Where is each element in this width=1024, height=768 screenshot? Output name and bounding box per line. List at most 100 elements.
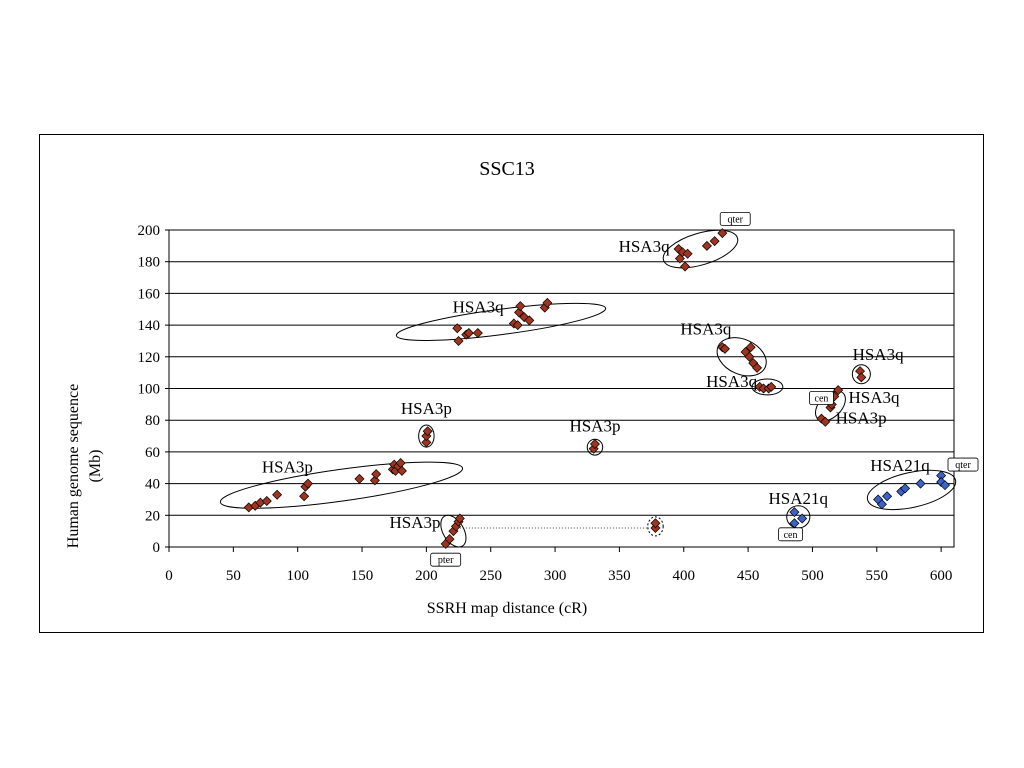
chart-frame: SSC13 SSRH map distance (cR) Human genom… — [39, 134, 984, 633]
data-point — [371, 469, 382, 480]
cluster-label: HSA3q — [619, 237, 671, 256]
y-tick-label: 100 — [138, 382, 161, 398]
scatter-chart: SSC13 SSRH map distance (cR) Human genom… — [65, 158, 979, 617]
data-point — [717, 228, 728, 239]
data-point — [650, 518, 661, 529]
data-point — [463, 328, 474, 339]
chart-title: SSC13 — [479, 158, 535, 180]
data-point — [354, 473, 365, 484]
data-point — [882, 491, 893, 502]
data-point — [261, 496, 272, 507]
cluster-label: HSA21q — [769, 489, 829, 508]
y-tick-label: 80 — [145, 413, 160, 429]
data-point — [719, 343, 730, 354]
data-points — [243, 228, 950, 549]
cluster-label: HSA3q — [680, 320, 732, 339]
tag-label: qter — [955, 460, 971, 471]
cluster-ellipse — [866, 469, 957, 511]
y-axis-label-line-1: Human genome sequence — [65, 384, 82, 548]
cluster-labels: HSA3pHSA3pHSA3pHSA3qHSA3pHSA3qHSA3qHSA3q… — [262, 237, 930, 532]
cluster-label: HSA3p — [569, 416, 620, 435]
cluster-ellipse — [662, 229, 739, 269]
data-point — [422, 426, 433, 437]
cluster-ellipse — [647, 516, 664, 537]
y-tick-label: 20 — [145, 508, 160, 524]
data-point — [452, 323, 463, 334]
cluster-label: HSA3p — [390, 513, 441, 532]
cluster-label: HSA3p — [401, 399, 452, 418]
data-point — [856, 372, 867, 383]
cluster-ellipse — [786, 505, 811, 529]
x-tick-label: 500 — [801, 568, 824, 584]
data-point — [876, 499, 887, 510]
cluster-label: HSA3p — [836, 408, 887, 427]
tag-label: cen — [784, 530, 798, 541]
data-point — [900, 483, 911, 494]
data-point — [589, 438, 600, 449]
data-point — [682, 248, 693, 259]
cluster-label: HSA3q — [453, 297, 505, 316]
data-point — [833, 385, 844, 396]
data-point — [752, 362, 763, 373]
data-point — [369, 475, 380, 486]
data-point — [472, 328, 483, 339]
x-tick-label: 250 — [479, 568, 502, 584]
tag-label: qter — [727, 214, 743, 225]
y-axis-ticks: 0 20 40 60 80 100 120 140 160 180 200 — [138, 223, 169, 556]
data-point — [745, 342, 756, 353]
y-axis-label-line-2: (Mb) — [87, 450, 104, 483]
x-tick-label: 550 — [866, 568, 889, 584]
data-point — [701, 240, 712, 251]
data-point — [766, 381, 777, 392]
data-point — [272, 489, 283, 500]
x-tick-label: 350 — [608, 568, 631, 584]
cluster-ellipse — [751, 378, 784, 396]
cluster-label: HSA3q — [848, 388, 900, 407]
data-point — [453, 335, 464, 346]
x-tick-label: 300 — [544, 568, 567, 584]
data-point — [454, 513, 465, 524]
data-point — [709, 236, 720, 247]
data-point — [524, 315, 535, 326]
data-point — [789, 518, 800, 529]
cluster-label: HSA3q — [853, 345, 905, 364]
cluster-label: HSA3q — [706, 372, 758, 391]
data-point — [680, 261, 691, 272]
cluster-ellipse — [440, 514, 467, 548]
y-tick-label: 180 — [138, 255, 161, 271]
x-tick-label: 600 — [930, 568, 953, 584]
cluster-label: HSA21q — [870, 456, 930, 475]
x-tick-label: 200 — [415, 568, 438, 584]
data-point — [421, 437, 432, 448]
cluster-ellipse — [395, 302, 607, 341]
data-point — [939, 480, 950, 491]
tag-box — [719, 212, 751, 226]
x-tick-label: 100 — [286, 568, 309, 584]
data-point — [444, 534, 455, 545]
x-tick-label: 450 — [737, 568, 760, 584]
data-point — [302, 478, 313, 489]
data-point — [515, 301, 526, 312]
data-point — [744, 351, 755, 362]
x-axis-label: SSRH map distance (cR) — [427, 600, 587, 617]
end-tags: qter pter cen cen qter — [430, 212, 979, 567]
data-point — [789, 507, 800, 518]
y-axis-label: Human genome sequence (Mb) — [65, 384, 104, 548]
y-tick-label: 160 — [138, 286, 161, 302]
data-point — [512, 320, 523, 331]
x-tick-label: 400 — [673, 568, 696, 584]
cluster-ellipse — [219, 461, 464, 509]
data-point — [396, 465, 407, 476]
data-point — [797, 513, 808, 524]
data-point — [542, 297, 553, 308]
tag-label: pter — [438, 555, 454, 566]
y-tick-label: 140 — [138, 318, 161, 334]
cluster-ellipse — [851, 364, 871, 385]
y-tick-label: 0 — [153, 540, 161, 556]
data-point — [820, 416, 831, 427]
data-point — [514, 307, 525, 318]
tag-box — [430, 552, 462, 567]
tag-label: cen — [815, 394, 829, 405]
x-tick-label: 150 — [351, 568, 374, 584]
y-tick-label: 120 — [138, 350, 161, 366]
